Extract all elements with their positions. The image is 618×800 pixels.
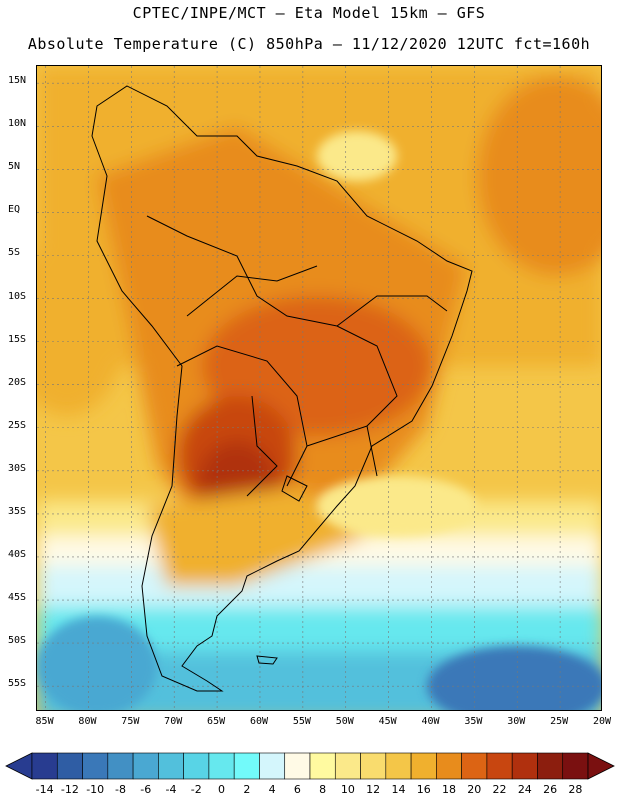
colorbar-swatch [562,752,589,780]
colorbar-label: -2 [190,783,202,796]
colorbar-label: -10 [86,783,105,796]
lon-label: 50W [335,716,354,727]
lat-label: 55S [8,678,27,690]
colorbar-swatch [31,752,58,780]
colorbar-label: 6 [293,783,301,796]
colorbar-label: 10 [340,783,355,796]
border-5 [336,295,448,327]
lat-label: 30S [8,462,27,474]
colorbar-swatch [259,752,286,780]
colorbar-swatch [334,752,361,780]
field-pacific-tropics [37,236,127,416]
map-title-line2: Absolute Temperature (C) 850hPa – 11/12/… [27,35,591,53]
field-yellow-rio [317,476,477,536]
colorbar-label: 24 [517,783,532,796]
colorbar-label: -8 [114,783,126,796]
temperature-map [36,65,602,711]
lat-label: 10N [8,118,27,130]
lat-lon-grid [37,66,601,710]
map-title-line1: CPTEC/INPE/MCT – Eta Model 15km – GFS [132,4,486,22]
coastline [91,85,473,692]
colorbar-swatch [486,752,513,780]
colorbar-swatch [107,752,134,780]
lat-label: 5N [8,161,21,173]
colorbar-label: 22 [492,783,507,796]
border-4 [246,395,278,497]
lat-label: 40S [8,548,27,560]
lon-label: 45W [378,716,397,727]
colorbar-swatch [233,752,260,780]
border-1 [146,215,398,427]
colorbar-label: 8 [319,783,327,796]
lat-label: 20S [8,376,27,388]
colorbar-arrow-left [5,752,33,780]
colorbar-swatch [284,752,311,780]
lon-label: 25W [550,716,569,727]
colorbar-label: 26 [543,783,558,796]
colorbar-swatch [309,752,336,780]
lon-label: 85W [35,716,54,727]
lon-label: 40W [421,716,440,727]
colorbar-swatch [461,752,488,780]
lon-label: 60W [249,716,268,727]
colorbar-swatch [183,752,210,780]
colorbar-label: 28 [568,783,583,796]
colorbar-label: 14 [391,783,406,796]
colorbar-swatch [132,752,159,780]
lat-label: 5S [8,247,21,259]
colorbar-label: -6 [140,783,152,796]
field-deep-blue-west [37,616,157,710]
lat-label: EQ [8,204,21,216]
colorbar-swatch [158,752,184,780]
field-patagonia [147,486,367,586]
colorbar-swatch [360,752,387,780]
border-6 [306,425,378,477]
colorbar [5,752,615,780]
colorbar-label: 18 [442,783,456,796]
lon-label: 35W [464,716,483,727]
lon-label: 30W [507,716,526,727]
lat-label: 10S [8,290,27,302]
colorbar-label: -4 [165,783,177,796]
lon-label: 70W [164,716,183,727]
colorbar-swatch [410,752,437,780]
colorbar-swatch [537,752,564,780]
lon-label: 65W [207,716,226,727]
lat-label: 15N [8,75,27,87]
coast-south-america [91,85,473,692]
colorbar-label: 20 [467,783,482,796]
colorbar-swatch [436,752,462,780]
field-pale-ne [317,131,397,181]
lat-label: 35S [8,505,27,517]
colorbar-label: -14 [35,783,54,796]
colorbar-label: 2 [243,783,251,796]
lat-label: 45S [8,592,27,604]
colorbar-label: 0 [218,783,226,796]
lagoon [281,475,308,502]
colorbar-label: 4 [268,783,276,796]
colorbar-swatch [56,752,83,780]
colorbar-swatch [82,752,109,780]
colorbar-label: -12 [60,783,79,796]
field-deep-blue-east [427,646,601,710]
lat-label: 50S [8,635,27,647]
lon-label: 75W [121,716,140,727]
colorbar-label: 16 [416,783,431,796]
colorbar-label: 12 [366,783,381,796]
lat-label: 25S [8,419,27,431]
border-3 [186,265,318,317]
lon-label: 55W [292,716,311,727]
colorbar-arrow-right [587,752,615,780]
falklands [256,655,278,665]
colorbar-swatch [385,752,412,780]
lon-label: 80W [78,716,97,727]
border-2 [176,345,308,487]
colorbar-swatch [208,752,235,780]
lon-label: 20W [592,716,612,727]
colorbar-swatch [511,752,538,780]
lat-label: 15S [8,333,27,345]
